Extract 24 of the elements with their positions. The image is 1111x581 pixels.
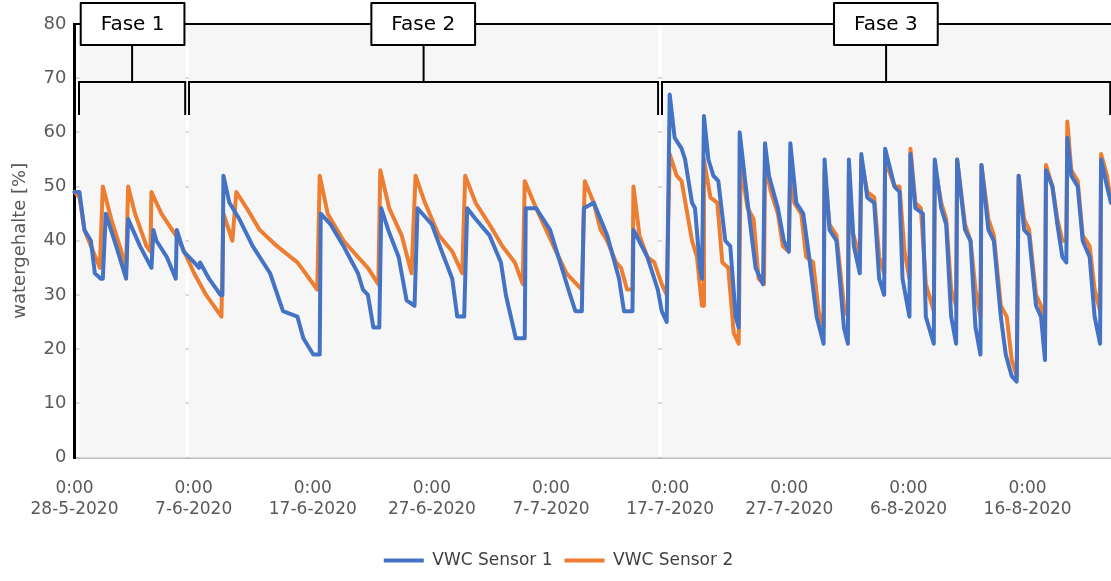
y-tick-label: 60	[43, 120, 67, 142]
legend-label: VWC Sensor 1	[432, 548, 553, 569]
x-tick-label: 0:00 28-5-2020	[30, 476, 119, 518]
band-label: Fase 2	[391, 11, 456, 36]
x-tick-label: 0:00 7-6-2020	[155, 476, 233, 518]
y-tick-label: 10	[43, 390, 67, 412]
x-tick-label: 0:00 6-8-2020	[869, 476, 948, 518]
y-tick-label: 50	[43, 174, 67, 196]
y-tick-label: 20	[43, 336, 67, 358]
y-tick-label: 70	[43, 65, 67, 87]
y-tick-label: 40	[43, 228, 67, 250]
y-tick-label: 30	[43, 282, 67, 304]
y-tick-label: 80	[43, 11, 67, 33]
band-label: Fase 3	[854, 11, 918, 36]
band-label: Fase 1	[100, 11, 165, 36]
y-tick-label: 0	[55, 445, 67, 467]
x-tick-label: 0:00 17-6-2020	[268, 476, 357, 518]
x-tick-label: 0:00 27-7-2020	[745, 476, 834, 518]
x-tick-label: 0:00 16-8-2020	[983, 476, 1072, 518]
x-tick-label: 0:00 17-7-2020	[626, 476, 715, 518]
x-tick-label: 0:00 7-7-2020	[512, 476, 590, 518]
y-axis-title: watergehalte [%]	[8, 162, 30, 319]
legend-label: VWC Sensor 2	[613, 548, 734, 569]
x-tick-label: 0:00 27-6-2020	[387, 476, 476, 518]
